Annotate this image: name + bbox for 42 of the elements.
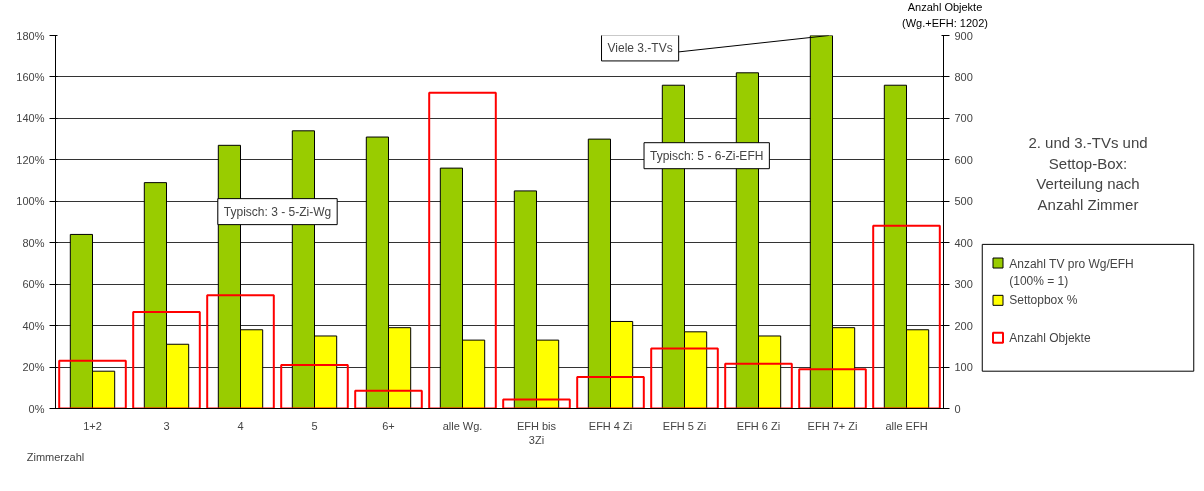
x-tick-label: 6+ bbox=[382, 419, 395, 432]
x-tick-label: EFH bis 3Zi bbox=[516, 419, 557, 446]
y2-axis-title: Anzahl Objekte (Wg.+EFH: 1202) bbox=[901, 0, 989, 31]
y-tick-label: 40% bbox=[22, 319, 45, 332]
x-tick-label: alle EFH bbox=[885, 419, 928, 432]
y2-tick-label: 200 bbox=[954, 319, 973, 332]
y2-tick-label: 900 bbox=[954, 29, 973, 42]
y2-tick-label: 700 bbox=[954, 112, 973, 125]
x-tick-label: 4 bbox=[237, 419, 244, 432]
y2-tick-label: 600 bbox=[954, 153, 973, 166]
y2-tick-label: 0 bbox=[954, 402, 961, 415]
annotation: Typisch: 5 - 6-Zi-EFH bbox=[650, 148, 764, 163]
y2-tick-label: 100 bbox=[954, 361, 973, 374]
x-tick-label: EFH 5 Zi bbox=[662, 419, 707, 432]
y-tick-label: 0% bbox=[28, 402, 45, 415]
x-axis-title: Zimmerzahl bbox=[26, 450, 85, 463]
bar bbox=[428, 91, 497, 409]
x-tick-label: EFH 7+ Zi bbox=[807, 419, 858, 432]
y2-tick-label: 500 bbox=[954, 195, 973, 208]
x-tick-label: EFH 4 Zi bbox=[588, 419, 633, 432]
y-tick-label: 20% bbox=[22, 361, 45, 374]
legend-label: Anzahl Objekte bbox=[1009, 330, 1091, 345]
annotation: Viele 3.-TVs bbox=[607, 40, 673, 55]
y-tick-label: 80% bbox=[22, 236, 45, 249]
text: 2. und 3.-TVs und Settop-Box: Verteilung nach Anzahl Zimmer bbox=[1028, 134, 1148, 213]
x-tick-label: alle Wg. bbox=[442, 419, 483, 432]
annotation: Typisch: 3 - 5-Zi-Wg bbox=[223, 204, 332, 219]
y-tick-label: 160% bbox=[16, 70, 45, 83]
y-tick-label: 140% bbox=[16, 112, 45, 125]
x-tick-label: 1+2 bbox=[83, 419, 102, 432]
y-tick-label: 120% bbox=[16, 153, 45, 166]
y2-tick-label: 800 bbox=[954, 70, 973, 83]
legend-label: Settopbox % bbox=[1009, 293, 1078, 308]
y-tick-label: 100% bbox=[16, 195, 45, 208]
y-tick-label: 60% bbox=[22, 278, 45, 291]
x-tick-label: EFH 6 Zi bbox=[736, 419, 781, 432]
x-tick-label: 3 bbox=[163, 419, 170, 432]
y-tick-label: 180% bbox=[16, 29, 45, 42]
y2-tick-label: 300 bbox=[954, 278, 973, 291]
y2-tick-label: 400 bbox=[954, 236, 973, 249]
legend-label: Anzahl TV pro Wg/EFH (100% = 1) bbox=[1009, 257, 1134, 288]
x-tick-label: 5 bbox=[311, 419, 318, 432]
